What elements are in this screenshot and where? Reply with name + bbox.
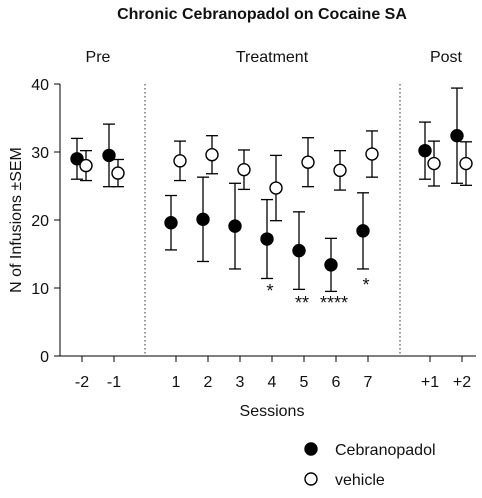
data-point — [365, 147, 379, 161]
significance-marker: * — [362, 275, 369, 295]
phase-dividers — [144, 84, 401, 356]
data-point — [450, 128, 464, 143]
series-cebranopadol — [70, 87, 464, 293]
significance-markers: *** ***** — [266, 275, 369, 313]
data-point — [324, 258, 338, 272]
data-point — [418, 143, 432, 158]
legend-marker — [304, 442, 318, 456]
y-tick-label: 30 — [31, 145, 49, 162]
x-tick-label: +1 — [421, 374, 439, 391]
data-point — [79, 158, 93, 173]
data-point — [205, 148, 219, 162]
data-point — [427, 156, 441, 171]
data-point — [70, 152, 84, 166]
y-tick-label: 10 — [31, 281, 49, 298]
data-point — [102, 148, 116, 163]
data-point — [292, 243, 306, 258]
x-tick-label: 4 — [268, 374, 277, 391]
y-tick-label: 0 — [40, 349, 49, 366]
data-point — [228, 219, 242, 233]
data-point — [164, 216, 178, 230]
data-point — [301, 155, 315, 169]
x-tick-label: 1 — [172, 374, 181, 391]
x-axis-label: Sessions — [240, 403, 305, 420]
legend: Cebranopadol vehicle — [304, 442, 436, 489]
significance-marker: ** — [295, 293, 309, 313]
significance-marker: **** — [320, 293, 348, 313]
phase-labels: Pre Treatment Post — [86, 49, 463, 66]
data-point — [111, 166, 125, 180]
legend-label: Cebranopadol — [335, 442, 436, 459]
data-point — [237, 162, 251, 177]
y-axis-label: N of Infusions ±SEM — [8, 147, 25, 293]
phase-label: Post — [430, 49, 463, 66]
series-vehicle — [79, 130, 473, 222]
data-point — [196, 212, 210, 227]
data-point — [269, 181, 283, 195]
data-point — [356, 224, 370, 238]
x-tick-label: -2 — [75, 374, 89, 391]
data-point — [333, 163, 347, 178]
phase-label: Pre — [86, 49, 111, 66]
legend-label: vehicle — [335, 472, 385, 489]
x-axis-ticks: -2 -1 1 2 3 4 5 6 7 +1 +2 — [75, 356, 471, 391]
x-tick-label: 5 — [300, 374, 309, 391]
y-axis-ticks: 0 10 20 30 40 — [31, 77, 60, 366]
x-tick-label: -1 — [107, 374, 121, 391]
data-point — [173, 154, 187, 168]
y-tick-label: 20 — [31, 213, 49, 230]
x-tick-label: 7 — [364, 374, 373, 391]
y-tick-label: 40 — [31, 77, 49, 94]
x-tick-label: +2 — [453, 374, 471, 391]
x-tick-label: 6 — [332, 374, 341, 391]
data-point — [260, 232, 274, 246]
legend-marker — [304, 472, 318, 486]
data-series — [70, 87, 473, 293]
x-tick-label: 2 — [204, 374, 213, 391]
significance-marker: * — [266, 281, 273, 301]
chart-title: Chronic Cebranopadol on Cocaine SA — [117, 6, 407, 23]
phase-label: Treatment — [236, 49, 309, 66]
x-tick-label: 3 — [236, 374, 245, 391]
data-point — [459, 156, 473, 171]
